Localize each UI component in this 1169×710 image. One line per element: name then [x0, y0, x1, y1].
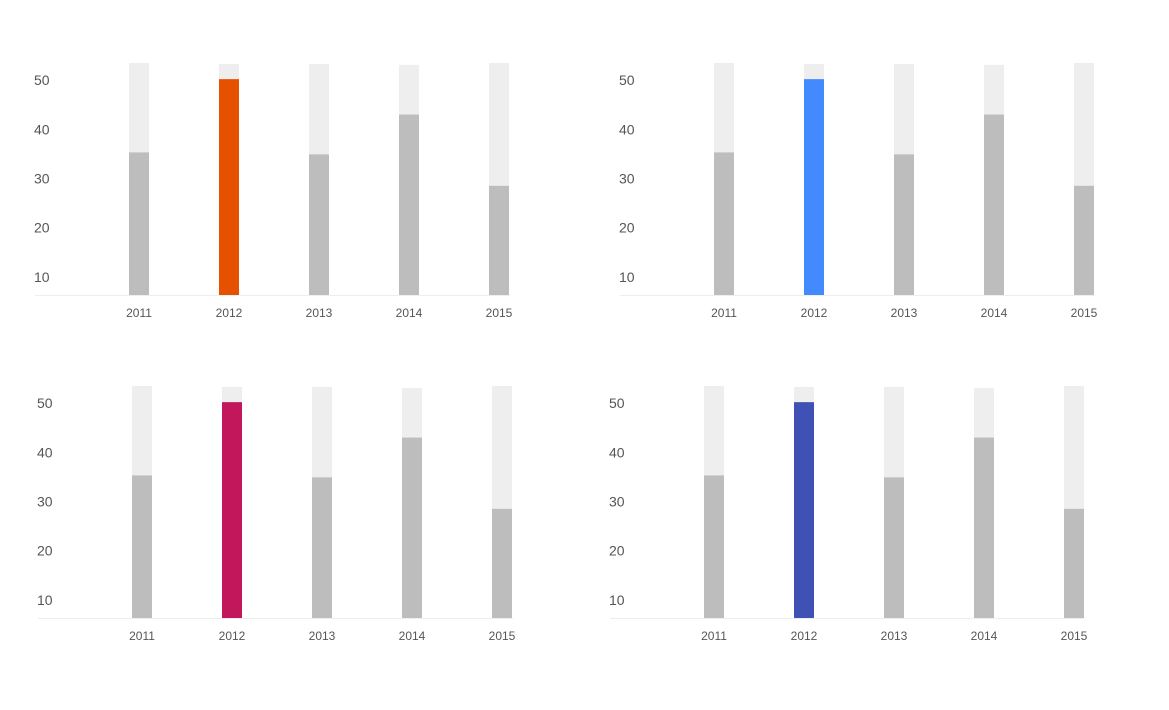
y-tick-label: 10 — [609, 592, 625, 608]
x-tick-label: 2015 — [1061, 629, 1088, 643]
x-tick-label: 2014 — [396, 306, 423, 320]
bar — [894, 154, 914, 295]
x-tick-label: 2014 — [981, 306, 1008, 320]
bar — [309, 154, 329, 295]
bar — [489, 185, 509, 295]
y-tick-label: 20 — [37, 543, 53, 559]
bar — [399, 114, 419, 295]
x-tick-label: 2011 — [711, 306, 737, 320]
y-tick-label: 10 — [619, 269, 635, 285]
y-tick-label: 50 — [37, 395, 53, 411]
y-tick-label: 30 — [619, 170, 635, 186]
x-tick-label: 2013 — [309, 629, 336, 643]
bar — [132, 475, 152, 618]
y-tick-label: 40 — [609, 444, 625, 460]
y-tick-label: 40 — [34, 121, 50, 137]
chart-svg: 10 20 30 40 50 2011 2012 2013 2014 2015 — [609, 385, 1088, 643]
y-tick-label: 50 — [609, 395, 625, 411]
chart-svg: 10 20 30 40 50 2011 2012 2013 2014 2015 — [619, 62, 1098, 320]
bar-chart-indigo: 10 20 30 40 50 2011 2012 2013 2014 2015 — [575, 363, 1115, 663]
bar — [1064, 508, 1084, 618]
bar-chart-blue: 10 20 30 40 50 2011 2012 2013 2014 2015 — [585, 40, 1125, 340]
y-tick-label: 40 — [619, 121, 635, 137]
y-tick-label: 20 — [619, 220, 635, 236]
bar — [129, 152, 149, 295]
bar-highlight — [219, 79, 239, 295]
y-tick-label: 20 — [34, 220, 50, 236]
x-tick-label: 2013 — [306, 306, 333, 320]
bar-highlight — [804, 79, 824, 295]
bar — [974, 437, 994, 618]
bar — [884, 477, 904, 618]
bar — [492, 508, 512, 618]
bar — [714, 152, 734, 295]
y-tick-label: 30 — [34, 170, 50, 186]
bar — [704, 475, 724, 618]
y-tick-label: 50 — [619, 72, 635, 88]
x-tick-label: 2012 — [791, 629, 818, 643]
y-tick-label: 10 — [34, 269, 50, 285]
bar-chart-pink: 10 20 30 40 50 2011 2012 2013 2014 2015 — [3, 363, 543, 663]
y-tick-label: 50 — [34, 72, 50, 88]
x-tick-label: 2012 — [219, 629, 246, 643]
bar-highlight — [222, 402, 242, 618]
x-tick-label: 2011 — [126, 306, 152, 320]
bar — [1074, 185, 1094, 295]
bar-highlight — [794, 402, 814, 618]
x-tick-label: 2014 — [971, 629, 998, 643]
y-tick-label: 10 — [37, 592, 53, 608]
y-tick-label: 20 — [609, 543, 625, 559]
x-tick-label: 2015 — [486, 306, 513, 320]
bar — [984, 114, 1004, 295]
y-tick-label: 30 — [37, 493, 53, 509]
x-tick-label: 2011 — [701, 629, 727, 643]
x-tick-label: 2015 — [489, 629, 516, 643]
x-tick-label: 2013 — [891, 306, 918, 320]
x-tick-label: 2012 — [216, 306, 243, 320]
chart-svg: 10 20 30 40 50 2011 2012 2013 2014 2015 — [34, 62, 513, 320]
bar — [312, 477, 332, 618]
x-tick-label: 2012 — [801, 306, 828, 320]
x-tick-label: 2014 — [399, 629, 426, 643]
bar-chart-orange: 10 20 30 40 50 2011 2012 2013 2014 2015 — [0, 40, 540, 340]
x-tick-label: 2013 — [881, 629, 908, 643]
chart-svg: 10 20 30 40 50 2011 2012 2013 2014 2015 — [37, 385, 516, 643]
x-tick-label: 2011 — [129, 629, 155, 643]
y-tick-label: 40 — [37, 444, 53, 460]
y-tick-label: 30 — [609, 493, 625, 509]
x-tick-label: 2015 — [1071, 306, 1098, 320]
bar — [402, 437, 422, 618]
